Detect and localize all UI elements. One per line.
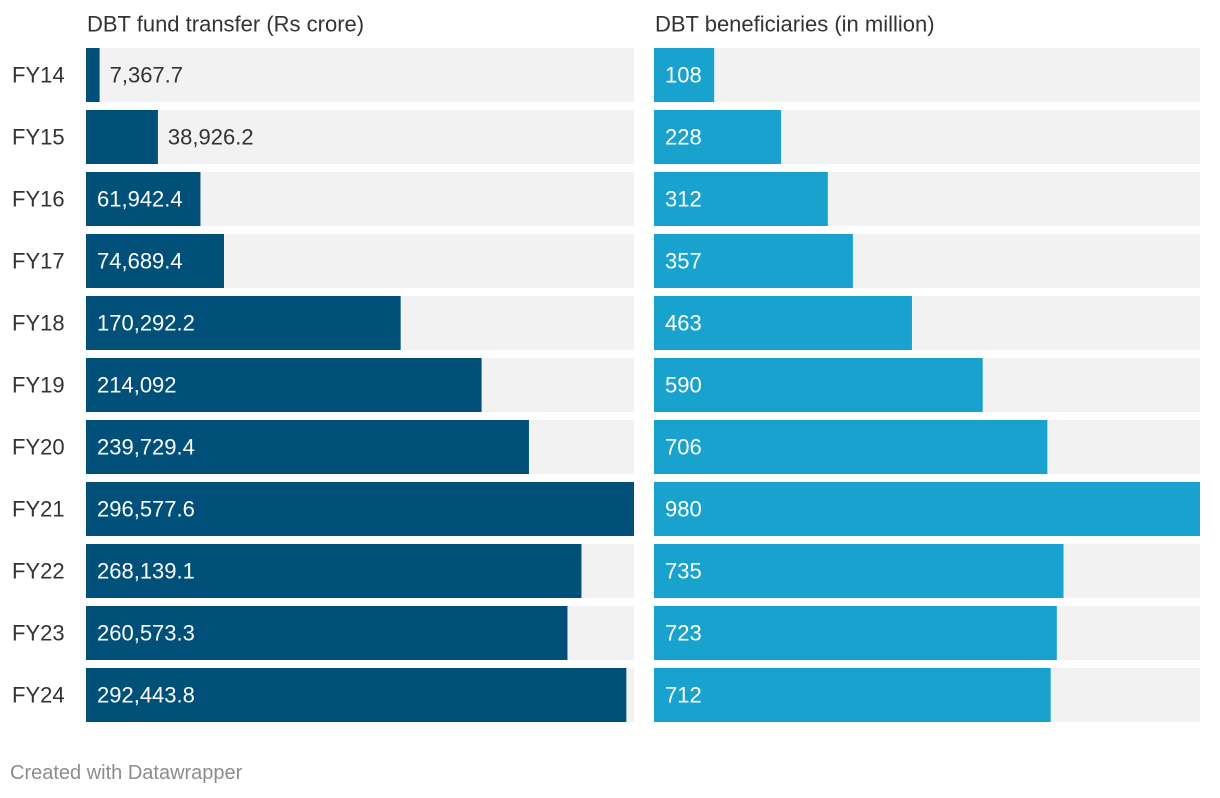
data-label-s2-fy15: 228 bbox=[665, 125, 702, 150]
data-label-s1-fy22: 268,139.1 bbox=[97, 559, 195, 584]
category-label-fy24: FY24 bbox=[12, 683, 65, 708]
bar-s1-fy16 bbox=[86, 172, 201, 226]
data-label-s1-fy17: 74,689.4 bbox=[97, 249, 183, 274]
bar-background-s2-fy14 bbox=[654, 48, 1200, 102]
bar-s1-fy23 bbox=[86, 606, 568, 660]
bar-s1-fy15 bbox=[86, 110, 158, 164]
bar-s2-fy24 bbox=[654, 668, 1051, 722]
category-label-fy23: FY23 bbox=[12, 621, 65, 646]
category-label-fy19: FY19 bbox=[12, 373, 65, 398]
data-label-s1-fy20: 239,729.4 bbox=[97, 435, 195, 460]
data-label-s2-fy17: 357 bbox=[665, 249, 702, 274]
category-label-fy20: FY20 bbox=[12, 435, 65, 460]
bar-s2-fy22 bbox=[654, 544, 1064, 598]
data-label-s1-fy23: 260,573.3 bbox=[97, 621, 195, 646]
data-label-s2-fy16: 312 bbox=[665, 187, 702, 212]
bar-s1-fy19 bbox=[86, 358, 482, 412]
bar-s2-fy16 bbox=[654, 172, 828, 226]
data-label-s1-fy24: 292,443.8 bbox=[97, 683, 195, 708]
bar-s1-fy21 bbox=[86, 482, 634, 536]
data-label-s2-fy19: 590 bbox=[665, 373, 702, 398]
data-label-s2-fy14: 108 bbox=[665, 63, 702, 88]
bar-s2-fy15 bbox=[654, 110, 782, 164]
datawrapper-credit: Created with Datawrapper bbox=[10, 762, 243, 784]
series-title-2: DBT beneficiaries (in million) bbox=[655, 12, 935, 37]
bar-s1-fy17 bbox=[86, 234, 225, 288]
data-label-s2-fy22: 735 bbox=[665, 559, 702, 584]
category-label-fy22: FY22 bbox=[12, 559, 65, 584]
bar-s2-fy14 bbox=[654, 48, 715, 102]
bar-s1-fy20 bbox=[86, 420, 529, 474]
bar-s2-fy20 bbox=[654, 420, 1048, 474]
category-label-fy17: FY17 bbox=[12, 249, 65, 274]
data-label-s1-fy15: 38,926.2 bbox=[168, 125, 254, 150]
bar-s1-fy14 bbox=[86, 48, 100, 102]
category-label-fy16: FY16 bbox=[12, 187, 65, 212]
data-label-s2-fy18: 463 bbox=[665, 311, 702, 336]
data-label-s2-fy20: 706 bbox=[665, 435, 702, 460]
category-label-fy21: FY21 bbox=[12, 497, 65, 522]
series-title-1: DBT fund transfer (Rs crore) bbox=[87, 12, 364, 37]
bar-s2-fy17 bbox=[654, 234, 853, 288]
bar-s2-fy18 bbox=[654, 296, 912, 350]
bar-s2-fy21 bbox=[654, 482, 1200, 536]
data-label-s1-fy18: 170,292.2 bbox=[97, 311, 195, 336]
bar-s2-fy23 bbox=[654, 606, 1057, 660]
category-label-fy15: FY15 bbox=[12, 125, 65, 150]
bar-background-s1-fy15 bbox=[86, 110, 634, 164]
bar-s2-fy19 bbox=[654, 358, 983, 412]
data-label-s2-fy21: 980 bbox=[665, 497, 702, 522]
bar-s1-fy24 bbox=[86, 668, 627, 722]
data-label-s1-fy14: 7,367.7 bbox=[110, 63, 183, 88]
data-label-s1-fy16: 61,942.4 bbox=[97, 187, 183, 212]
data-label-s1-fy19: 214,092 bbox=[97, 373, 177, 398]
category-label-fy18: FY18 bbox=[12, 311, 65, 336]
bar-s1-fy22 bbox=[86, 544, 582, 598]
data-label-s1-fy21: 296,577.6 bbox=[97, 497, 195, 522]
bar-s1-fy18 bbox=[86, 296, 401, 350]
data-label-s2-fy24: 712 bbox=[665, 683, 702, 708]
bar-background-s1-fy14 bbox=[86, 48, 634, 102]
category-label-fy14: FY14 bbox=[12, 63, 65, 88]
data-label-s2-fy23: 723 bbox=[665, 621, 702, 646]
